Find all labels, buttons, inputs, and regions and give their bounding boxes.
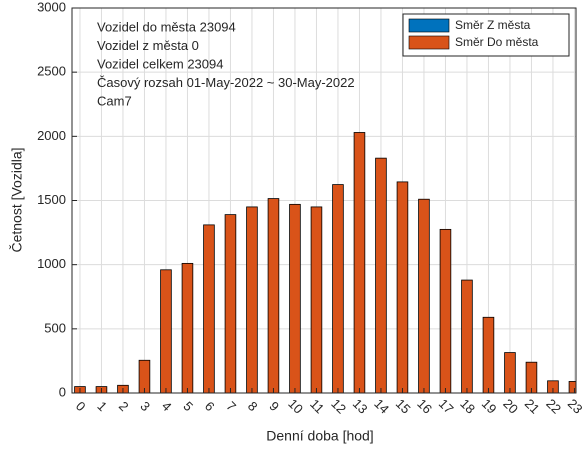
x-tick-label: 17 [436, 396, 457, 417]
y-tick-label: 2000 [37, 128, 66, 143]
x-tick-label: 1 [94, 398, 110, 414]
y-tick-label: 0 [59, 384, 66, 399]
bar [461, 279, 473, 393]
bar [525, 361, 538, 393]
x-tick-label: 4 [159, 398, 175, 414]
y-tick-label: 1500 [37, 192, 66, 207]
bar [224, 214, 237, 393]
x-tick-label: 13 [350, 396, 371, 417]
bar [332, 184, 344, 393]
x-tick-label: 19 [479, 396, 500, 417]
x-tick-label: 2 [116, 398, 132, 414]
x-tick-label: 11 [307, 396, 327, 416]
bar [246, 206, 258, 393]
bar [504, 352, 516, 393]
bar [203, 224, 215, 393]
x-tick-label: 9 [266, 398, 282, 414]
axes-box [71, 7, 577, 394]
legend-swatch [408, 18, 450, 33]
x-tick-label: 0 [73, 398, 89, 414]
annotation: Vozidel do města 23094 [97, 19, 236, 34]
x-tick-label: 7 [223, 398, 239, 414]
legend-swatch [408, 35, 450, 50]
bar [439, 228, 452, 393]
bar [267, 198, 280, 393]
x-tick-label: 10 [285, 396, 306, 417]
x-tick-label: 21 [522, 396, 543, 417]
x-tick-label: 23 [565, 396, 582, 417]
x-tick-label: 18 [457, 396, 478, 417]
bar [289, 203, 301, 393]
annotation: Vozidel celkem 23094 [97, 56, 223, 71]
bar [568, 381, 576, 393]
legend-label: Směr Z města [455, 18, 531, 32]
annotation: Časový rozsah 01-May-2022 ~ 30-May-2022 [97, 75, 355, 90]
x-axis-label: Denní doba [hod] [266, 428, 373, 444]
bar [396, 181, 409, 393]
x-tick-label: 12 [328, 396, 349, 417]
bars [74, 132, 576, 393]
y-tick-label: 500 [44, 320, 66, 335]
annotation: Vozidel z města 0 [97, 38, 199, 53]
x-tick-label: 8 [245, 398, 261, 414]
bar [181, 262, 194, 393]
x-tick-label: 20 [500, 396, 521, 417]
annotation: Cam7 [97, 93, 132, 108]
x-tick-label: 14 [371, 396, 392, 417]
bar [482, 316, 495, 393]
x-tick-label: 5 [180, 398, 196, 414]
bar [375, 157, 387, 393]
legend-label: Směr Do města [455, 35, 539, 49]
x-tick-label: 6 [202, 398, 218, 414]
bar [160, 269, 172, 393]
x-tick-label: 22 [543, 396, 564, 417]
bar [310, 206, 323, 393]
y-tick-label: 1000 [37, 256, 66, 271]
y-tick-label: 3000 [37, 0, 66, 14]
bar [353, 132, 366, 393]
x-tick-label: 3 [137, 398, 153, 414]
y-axis-label: Četnost [Vozidla] [9, 147, 25, 252]
x-tick-label: 15 [393, 396, 414, 417]
bar [418, 198, 430, 393]
x-tick-label: 16 [414, 396, 435, 417]
y-tick-label: 2500 [37, 64, 66, 79]
